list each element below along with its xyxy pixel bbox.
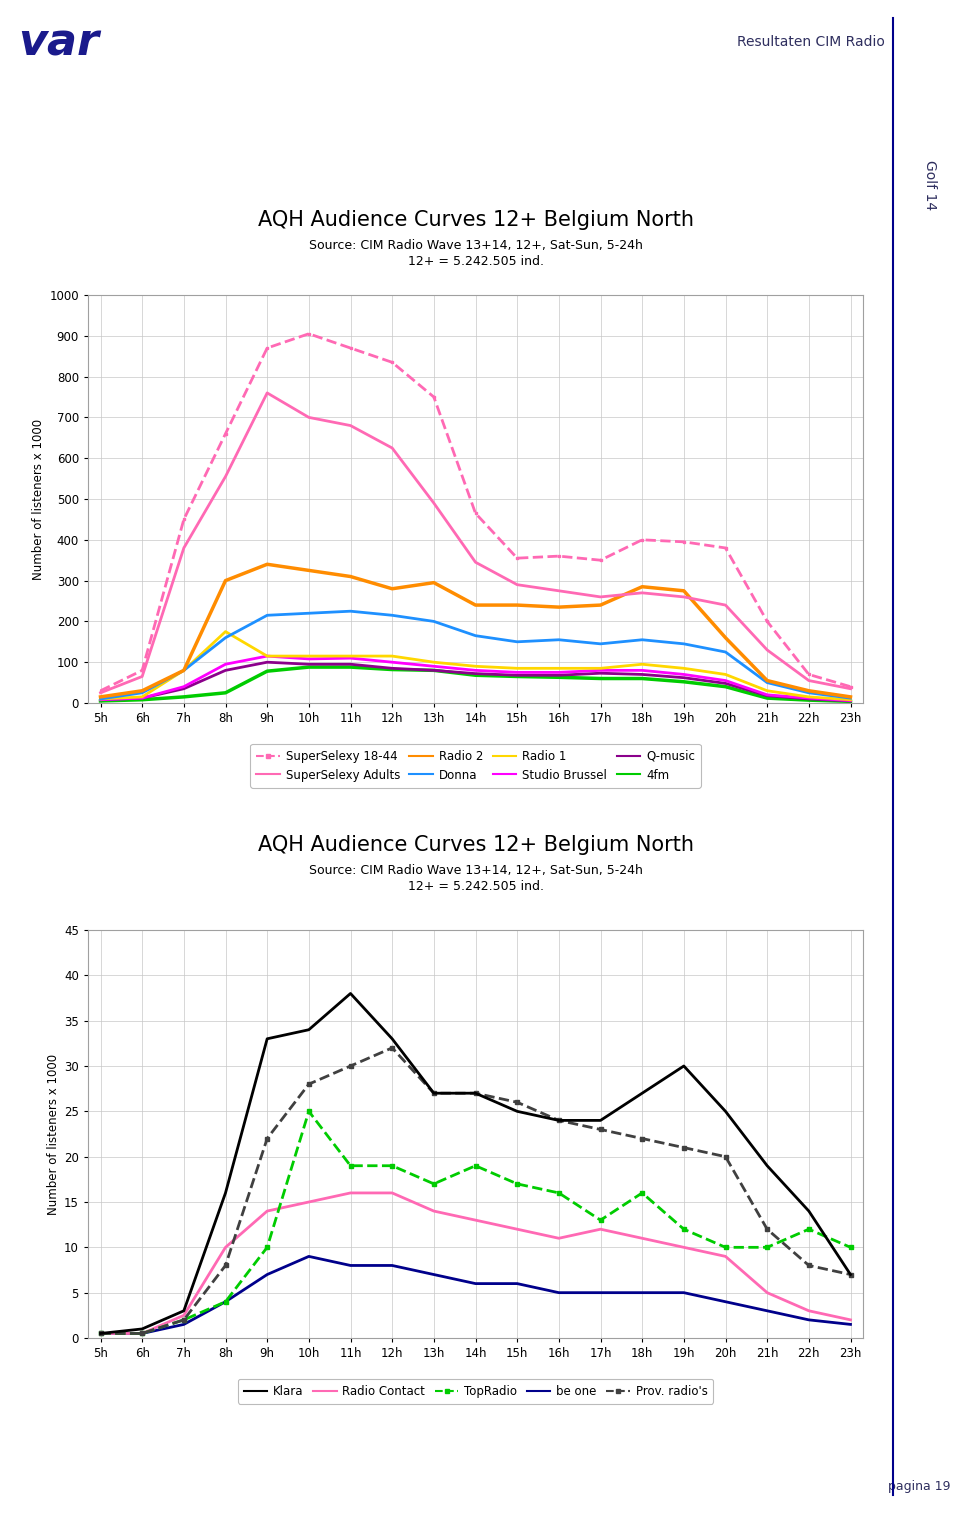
Text: Source: CIM Radio Wave 13+14, 12+, Sat-Sun, 5-24h: Source: CIM Radio Wave 13+14, 12+, Sat-S… <box>308 239 642 253</box>
Y-axis label: Number of listeners x 1000: Number of listeners x 1000 <box>33 419 45 579</box>
Legend: Klara, Radio Contact, TopRadio, be one, Prov. radio's: Klara, Radio Contact, TopRadio, be one, … <box>238 1378 713 1404</box>
Text: 12+ = 5.242.505 ind.: 12+ = 5.242.505 ind. <box>407 881 543 893</box>
Text: Golf 14: Golf 14 <box>923 160 937 210</box>
Text: pagina 19: pagina 19 <box>887 1480 950 1493</box>
Text: AQH Audience Curves 12+ Belgium North: AQH Audience Curves 12+ Belgium North <box>257 835 693 855</box>
Text: 12+ = 5.242.505 ind.: 12+ = 5.242.505 ind. <box>407 256 543 268</box>
Text: var: var <box>18 23 99 65</box>
Text: AQH Audience Curves 12+ Belgium North: AQH Audience Curves 12+ Belgium North <box>257 210 693 230</box>
Y-axis label: Number of listeners x 1000: Number of listeners x 1000 <box>47 1053 60 1215</box>
Text: Resultaten CIM Radio: Resultaten CIM Radio <box>737 35 885 48</box>
Text: Source: CIM Radio Wave 13+14, 12+, Sat-Sun, 5-24h: Source: CIM Radio Wave 13+14, 12+, Sat-S… <box>308 864 642 878</box>
Legend: SuperSelexy 18-44, SuperSelexy Adults, Radio 2, Donna, Radio 1, Studio Brussel, : SuperSelexy 18-44, SuperSelexy Adults, R… <box>251 744 701 787</box>
